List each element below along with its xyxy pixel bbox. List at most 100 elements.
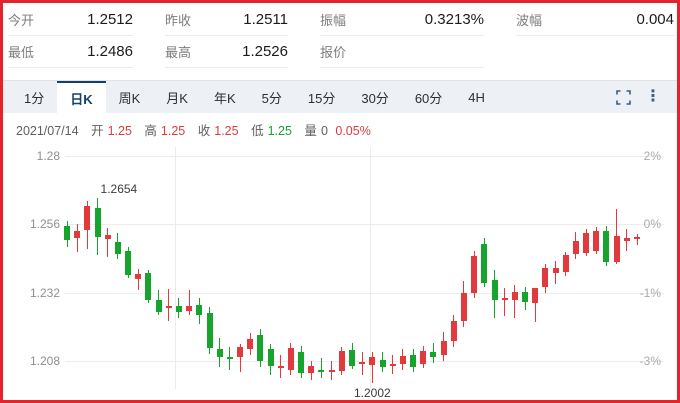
- candle-body: [135, 274, 142, 279]
- quote-cell-low: 最低 1.2486: [8, 36, 133, 68]
- quote-board: 今开 1.2512 昨收 1.2511 振幅 0.3213% 波幅 0.004 …: [3, 3, 677, 69]
- quote-cell-prev-close: 昨收 1.2511: [165, 4, 288, 36]
- quote-cell-empty: [516, 36, 674, 68]
- quote-label: 振幅: [320, 13, 347, 28]
- candlestick-chart[interactable]: 1.28 2% 1.256 0% 1.232 -1% 1.208 -3% 1.2654 1.200…: [3, 143, 677, 400]
- tab-年K[interactable]: 年K: [213, 90, 236, 106]
- candle-wick: [504, 288, 506, 317]
- candle-body: [114, 242, 121, 255]
- quote-cell-quote: 报价: [320, 36, 484, 68]
- chart-toolbar: ⋮: [616, 81, 677, 113]
- candle-body: [501, 297, 508, 300]
- candle-body: [613, 235, 620, 262]
- candle-wick: [76, 224, 78, 253]
- tab-周K[interactable]: 周K: [118, 90, 141, 106]
- quote-label: 昨收: [165, 13, 192, 28]
- candle-body: [349, 349, 355, 367]
- candle-body: [226, 356, 233, 359]
- candle-body: [237, 347, 244, 358]
- low-value: 1.25: [267, 124, 292, 138]
- y-axis-price-label: 1.232: [29, 285, 60, 300]
- fullscreen-icon[interactable]: [616, 89, 631, 105]
- candle-body: [328, 370, 335, 373]
- quote-value: 1.2511: [243, 11, 288, 28]
- high-value: 1.25: [160, 124, 186, 138]
- candle-body: [389, 363, 396, 367]
- candle-wick: [239, 343, 241, 373]
- candle-body: [623, 238, 630, 242]
- tab-4H[interactable]: 4H: [468, 89, 485, 105]
- tab-1分[interactable]: 1分: [24, 90, 45, 106]
- quote-label: 最高: [165, 45, 192, 60]
- quote-label: 波幅: [516, 13, 543, 28]
- grid-line-vertical: [370, 147, 372, 389]
- candle-body: [155, 299, 162, 312]
- candle-body: [84, 206, 91, 231]
- candle-wick: [168, 289, 170, 322]
- quote-label: 今开: [8, 13, 35, 28]
- candle-body: [145, 272, 152, 300]
- candle-body: [196, 305, 203, 316]
- candle-wick: [188, 289, 190, 316]
- quote-label: 最低: [8, 45, 35, 60]
- y-axis-percent-label: 0%: [643, 217, 661, 232]
- low-label: 低: [251, 124, 264, 138]
- low-price-annotation: 1.2002: [353, 386, 391, 401]
- candle-wick: [107, 227, 109, 258]
- tab-30分[interactable]: 30分: [361, 90, 389, 106]
- candle-wick: [534, 289, 536, 322]
- tab-日K[interactable]: 日K: [57, 81, 106, 113]
- candle-wick: [371, 351, 373, 384]
- grid-line-horizontal: [65, 224, 664, 226]
- candle-body: [532, 288, 539, 304]
- candle-body: [399, 355, 406, 365]
- y-axis-percent-label: -1%: [639, 285, 661, 300]
- candle-body: [562, 255, 569, 272]
- more-options-icon[interactable]: ⋮: [645, 88, 661, 105]
- candle-body: [104, 235, 111, 239]
- candle-body: [430, 352, 437, 357]
- timeframe-tabbar: 1分 日K 周K 月K 年K 5分 15分 30分 60分 4H ⋮: [3, 80, 677, 113]
- candle-body: [175, 306, 182, 312]
- candle-body: [593, 230, 600, 252]
- tab-月K[interactable]: 月K: [166, 90, 188, 106]
- candle-body: [634, 236, 640, 239]
- candle-body: [552, 268, 559, 274]
- tab-60分[interactable]: 60分: [414, 90, 443, 106]
- candle-body: [572, 241, 579, 255]
- candle-body: [542, 268, 549, 287]
- quote-value: 1.2512: [87, 11, 133, 28]
- y-axis-percent-label: 2%: [643, 149, 661, 163]
- close-value: 1.25: [214, 124, 239, 138]
- quote-cell-high: 最高 1.2526: [165, 36, 288, 68]
- candle-body: [257, 334, 264, 362]
- candle-body: [206, 313, 213, 349]
- candle-wick: [514, 284, 516, 319]
- candle-body: [460, 292, 467, 322]
- candle-body: [583, 232, 590, 253]
- candle-body: [298, 351, 305, 373]
- candle-body: [420, 351, 427, 364]
- info-date: 2021/07/14: [16, 124, 79, 138]
- quote-cell-open: 今开 1.2512: [8, 4, 133, 36]
- candle-wick: [137, 269, 139, 290]
- grid-line-horizontal: [65, 156, 664, 157]
- quote-value: 0.3213%: [424, 11, 484, 28]
- candle-body: [94, 207, 101, 237]
- grid-line-vertical: [174, 147, 176, 389]
- tab-15分[interactable]: 15分: [307, 90, 336, 106]
- candle-body: [369, 356, 376, 366]
- candle-body: [511, 291, 518, 301]
- candle-body: [410, 355, 417, 367]
- candle-body: [359, 361, 366, 365]
- candle-body: [186, 306, 193, 312]
- candle-body: [338, 351, 345, 371]
- candle-body: [125, 251, 132, 275]
- candle-body: [471, 255, 478, 293]
- quote-cell-amplitude: 振幅 0.3213%: [320, 4, 484, 36]
- candle-body: [481, 243, 488, 284]
- tab-5分[interactable]: 5分: [261, 90, 282, 106]
- candle-body: [491, 280, 498, 301]
